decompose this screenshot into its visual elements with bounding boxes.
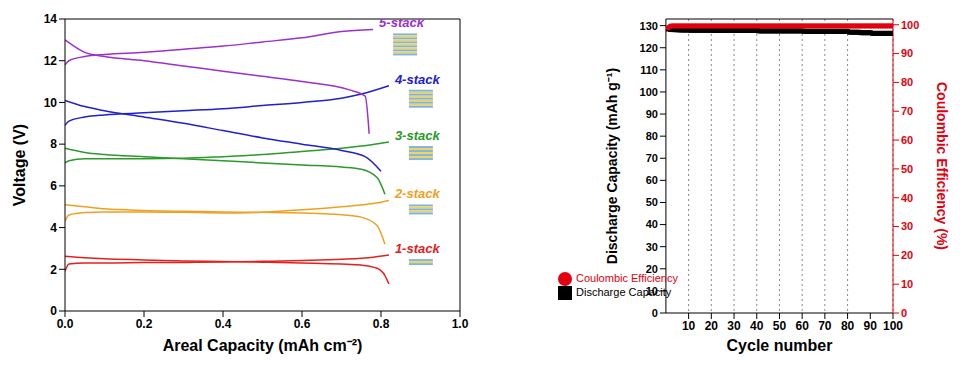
svg-text:120: 120 [640,42,658,54]
svg-text:2: 2 [50,263,57,277]
svg-text:80: 80 [646,130,658,142]
svg-text:3-stack: 3-stack [395,128,441,143]
svg-text:0: 0 [50,304,57,318]
svg-text:10: 10 [682,319,696,333]
svg-text:40: 40 [646,218,658,230]
svg-text:60: 60 [646,174,658,186]
svg-text:70: 70 [818,319,832,333]
svg-text:90: 90 [901,47,913,59]
svg-text:40: 40 [750,319,764,333]
svg-text:Discharge Capacity (mAh g⁻¹): Discharge Capacity (mAh g⁻¹) [604,68,620,264]
svg-text:0.0: 0.0 [57,317,74,331]
svg-text:4: 4 [50,221,57,235]
svg-text:70: 70 [646,152,658,164]
svg-text:1-stack: 1-stack [395,241,441,256]
svg-text:30: 30 [646,241,658,253]
svg-text:80: 80 [901,76,913,88]
svg-text:6: 6 [50,179,57,193]
svg-text:20: 20 [646,263,658,275]
svg-text:0.2: 0.2 [136,317,153,331]
svg-text:0.4: 0.4 [215,317,232,331]
svg-text:10: 10 [901,278,913,290]
svg-text:130: 130 [640,20,658,32]
svg-text:30: 30 [901,220,913,232]
svg-text:5-stack: 5-stack [379,19,425,30]
svg-text:100: 100 [640,86,658,98]
svg-text:Areal Capacity (mAh cm⁻²): Areal Capacity (mAh cm⁻²) [163,337,363,354]
svg-text:50: 50 [646,196,658,208]
svg-text:0.8: 0.8 [373,317,390,331]
svg-text:14: 14 [44,12,58,26]
svg-text:70: 70 [901,105,913,117]
svg-text:1.0: 1.0 [452,317,469,331]
svg-text:4-stack: 4-stack [394,72,441,87]
svg-text:12: 12 [44,54,58,68]
svg-text:50: 50 [901,163,913,175]
svg-text:40: 40 [901,192,913,204]
svg-text:Coulombic Efficiency (%): Coulombic Efficiency (%) [934,82,950,250]
svg-text:10: 10 [44,96,58,110]
svg-text:20: 20 [901,249,913,261]
svg-text:90: 90 [864,319,878,333]
svg-text:Cycle number: Cycle number [727,337,833,354]
svg-text:0: 0 [652,307,658,319]
svg-text:60: 60 [901,134,913,146]
svg-text:80: 80 [841,319,855,333]
svg-text:60: 60 [795,319,809,333]
svg-text:100: 100 [901,19,919,31]
svg-text:10: 10 [646,285,658,297]
svg-text:0.6: 0.6 [294,317,311,331]
svg-text:110: 110 [640,64,658,76]
svg-text:Voltage (V): Voltage (V) [11,124,28,206]
svg-text:100: 100 [883,319,903,333]
svg-text:30: 30 [727,319,741,333]
svg-text:2-stack: 2-stack [394,186,441,201]
svg-text:50: 50 [773,319,787,333]
svg-text:0: 0 [901,307,907,319]
svg-text:90: 90 [646,108,658,120]
svg-text:20: 20 [705,319,719,333]
svg-text:8: 8 [50,137,57,151]
